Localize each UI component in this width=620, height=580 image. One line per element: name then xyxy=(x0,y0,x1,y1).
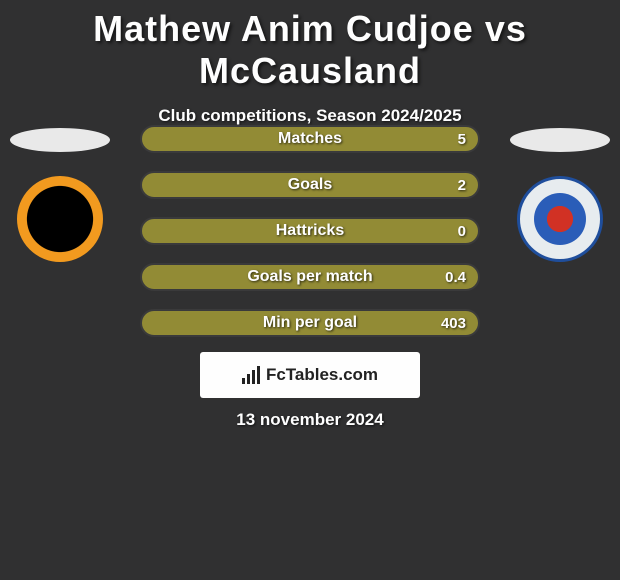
stat-label: Goals xyxy=(142,176,478,194)
report-date: 13 november 2024 xyxy=(0,410,620,430)
stat-row: Goals per match 0.4 xyxy=(140,263,480,291)
player-right-slot xyxy=(510,128,610,262)
stat-value-right: 2 xyxy=(458,177,466,194)
stat-value-right: 5 xyxy=(458,131,466,148)
club-badge-left xyxy=(17,176,103,262)
stats-stack: Matches 5 Goals 2 Hattricks 0 Goals per … xyxy=(140,125,480,355)
player-left-slot xyxy=(10,128,110,262)
stat-label: Matches xyxy=(142,130,478,148)
stat-label: Goals per match xyxy=(142,268,478,286)
stat-label: Hattricks xyxy=(142,222,478,240)
bar-chart-icon xyxy=(242,366,260,384)
player-left-silhouette xyxy=(10,128,110,152)
stat-value-right: 403 xyxy=(441,315,466,332)
player-right-silhouette xyxy=(510,128,610,152)
stat-value-right: 0.4 xyxy=(445,269,466,286)
comparison-subtitle: Club competitions, Season 2024/2025 xyxy=(0,106,620,126)
stat-row: Min per goal 403 xyxy=(140,309,480,337)
branding-label: FcTables.com xyxy=(266,365,378,385)
stat-value-right: 0 xyxy=(458,223,466,240)
comparison-title: Mathew Anim Cudjoe vs McCausland xyxy=(0,0,620,92)
branding-link[interactable]: FcTables.com xyxy=(200,352,420,398)
stat-row: Hattricks 0 xyxy=(140,217,480,245)
club-badge-right xyxy=(517,176,603,262)
stat-row: Matches 5 xyxy=(140,125,480,153)
stat-label: Min per goal xyxy=(142,314,478,332)
stat-row: Goals 2 xyxy=(140,171,480,199)
